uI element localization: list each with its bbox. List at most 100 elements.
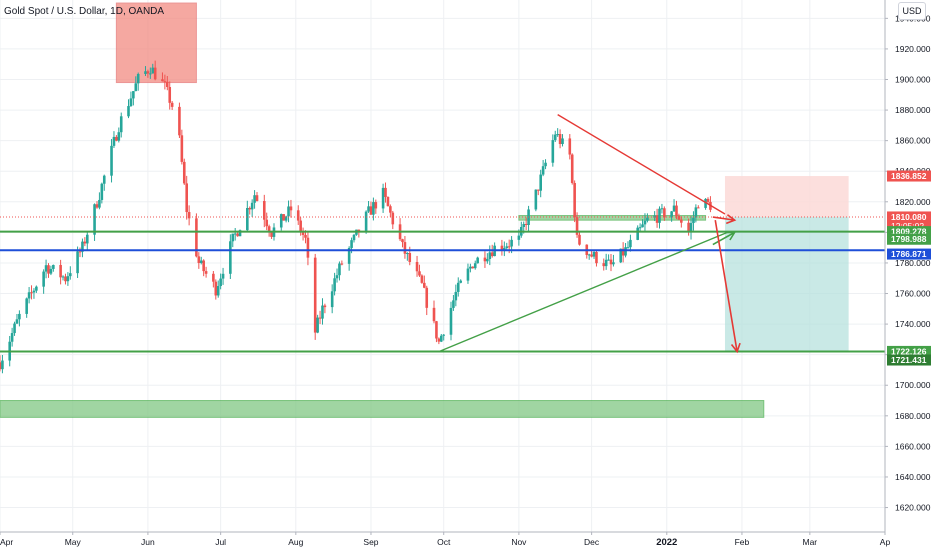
candle — [1, 354, 4, 374]
candle-body — [544, 162, 547, 167]
candle — [503, 241, 506, 257]
stop-loss-zone — [724, 176, 849, 217]
price-tick-label: 1680.000 — [895, 411, 931, 421]
candle — [163, 74, 167, 90]
candle — [321, 298, 324, 325]
candle-body — [47, 265, 50, 274]
candle — [265, 212, 269, 231]
candle-body — [389, 206, 392, 213]
candle — [355, 229, 358, 236]
candle-body — [534, 189, 538, 210]
candle — [93, 203, 96, 241]
candle — [488, 245, 492, 266]
candle-body — [454, 291, 458, 301]
candle-body — [423, 282, 426, 288]
candle-body — [30, 292, 33, 294]
candle-body — [178, 106, 181, 136]
candle — [466, 263, 470, 284]
candle — [675, 200, 678, 220]
candle-body — [93, 204, 96, 235]
candle-body — [134, 83, 138, 92]
candle-body — [170, 102, 174, 107]
candle — [595, 250, 598, 267]
candle — [553, 130, 557, 142]
candle — [204, 266, 208, 278]
candle-body — [129, 98, 133, 107]
candle-body — [680, 219, 683, 223]
candle — [520, 221, 523, 238]
candle — [658, 206, 661, 229]
price-label-bg — [887, 248, 931, 260]
price-label: 1836.852 — [887, 170, 931, 182]
arrow-shaft — [712, 231, 736, 246]
candle — [168, 81, 172, 110]
candle-body — [304, 234, 307, 238]
candle-body — [185, 183, 188, 213]
candle-body — [144, 71, 147, 74]
candle — [568, 134, 572, 160]
candle — [534, 189, 538, 212]
candle — [655, 208, 659, 228]
candle-body — [66, 276, 70, 282]
candle — [27, 287, 31, 304]
currency-button[interactable]: USD — [898, 2, 926, 20]
price-tick-label: 1860.000 — [895, 136, 931, 146]
candle-body — [561, 138, 564, 145]
candle — [391, 210, 395, 230]
candle-body — [32, 290, 36, 293]
candle-body — [541, 166, 545, 175]
candle — [110, 139, 113, 183]
candle — [660, 203, 664, 214]
candle — [524, 217, 528, 231]
candle — [136, 72, 140, 91]
candle-body — [27, 292, 31, 299]
price-tick-label: 1920.000 — [895, 44, 931, 54]
candle-body — [18, 313, 21, 320]
candle-body — [35, 286, 38, 291]
candle-body — [473, 263, 477, 269]
candle-body — [296, 210, 300, 221]
candle-body — [231, 233, 235, 242]
candle-body — [187, 212, 191, 219]
candle-body — [166, 81, 169, 88]
candle — [178, 102, 181, 139]
candle — [486, 253, 489, 264]
candle — [505, 242, 509, 251]
candle — [609, 253, 613, 272]
candle — [646, 213, 649, 223]
candle — [10, 327, 14, 347]
price-label-text: 1810.080 — [891, 212, 927, 222]
candle-body — [403, 242, 407, 254]
candle-body — [352, 234, 356, 241]
candle — [330, 284, 334, 314]
time-tick-label: Dec — [584, 537, 600, 547]
candle — [270, 231, 273, 239]
candle — [452, 295, 455, 311]
candle-body — [253, 195, 256, 203]
candle — [585, 244, 589, 259]
arrow-shaft — [712, 216, 735, 221]
candle-body — [136, 73, 140, 84]
candle-body — [539, 174, 542, 191]
candle-body — [595, 251, 598, 264]
candle — [536, 189, 540, 196]
candle — [406, 252, 409, 261]
candle-body — [592, 251, 596, 257]
candle — [13, 321, 16, 336]
candle-body — [420, 275, 424, 283]
candle-body — [10, 333, 14, 342]
candle — [607, 254, 610, 261]
candle — [47, 263, 50, 278]
candle — [384, 182, 387, 203]
candle-body — [15, 319, 19, 324]
candle — [420, 274, 424, 284]
candle — [471, 266, 475, 269]
candle-body — [476, 257, 479, 264]
candle — [233, 227, 237, 241]
arrow-head — [725, 214, 737, 225]
candle-body — [408, 253, 412, 262]
candle-body — [646, 217, 649, 221]
candle — [59, 259, 62, 285]
candle — [250, 199, 254, 217]
